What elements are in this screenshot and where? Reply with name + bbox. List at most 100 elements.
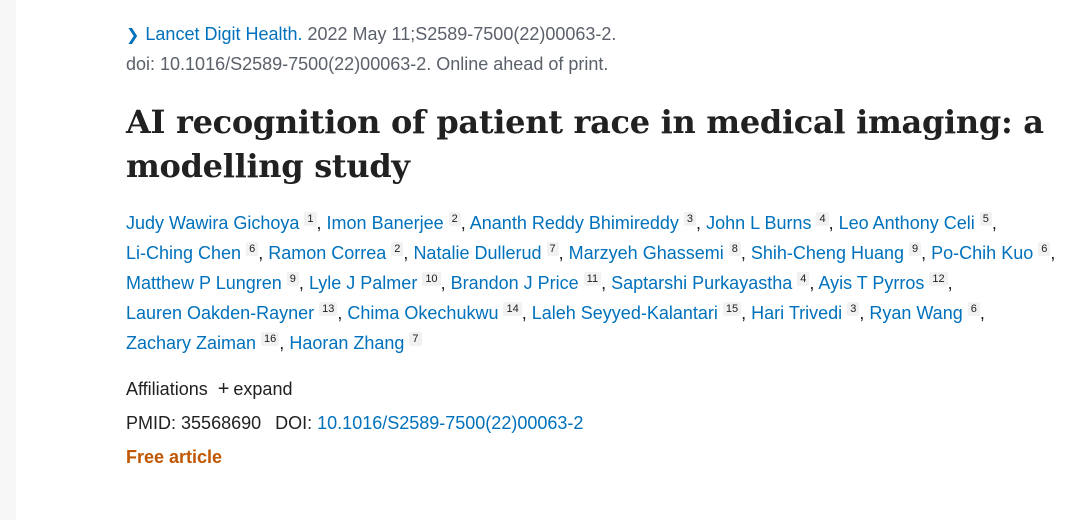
affiliation-number[interactable]: 4 bbox=[816, 212, 829, 226]
affiliation-number[interactable]: 7 bbox=[546, 242, 559, 256]
author-name-link[interactable]: Imon Banerjee bbox=[326, 213, 444, 233]
affiliation-number[interactable]: 16 bbox=[261, 332, 280, 346]
author-separator: , bbox=[696, 213, 702, 233]
affiliation-number[interactable]: 6 bbox=[967, 302, 980, 316]
author-name-link[interactable]: Natalie Dullerud bbox=[413, 243, 542, 263]
affiliation-number[interactable]: 15 bbox=[722, 302, 742, 316]
author-item: Lauren Oakden-Rayner 13, bbox=[126, 302, 342, 323]
article-title: AI recognition of patient race in medica… bbox=[126, 103, 1044, 185]
doi-label: DOI: bbox=[275, 413, 313, 433]
author-name-link[interactable]: Shih-Cheng Huang bbox=[750, 243, 904, 263]
affiliation-number[interactable]: 3 bbox=[683, 212, 697, 226]
affiliation-number[interactable]: 13 bbox=[319, 302, 338, 316]
author-name-link[interactable]: Matthew P Lungren bbox=[126, 273, 282, 293]
author-item: Po-Chih Kuo 6, bbox=[931, 242, 1056, 263]
author-item: Judy Wawira Gichoya 1, bbox=[126, 212, 322, 233]
author-separator: , bbox=[440, 273, 446, 293]
expand-label: expand bbox=[233, 379, 293, 399]
citation-details: 2022 May 11;S2589-7500(22)00063-2. bbox=[302, 24, 617, 44]
affiliation-number[interactable]: 2 bbox=[391, 242, 404, 256]
author-name-link[interactable]: Saptarshi Purkayastha bbox=[611, 273, 793, 293]
author-name-link[interactable]: Ramon Correa bbox=[268, 243, 387, 263]
journal-name: Lancet Digit Health. bbox=[145, 24, 303, 44]
affiliation-number[interactable]: 9 bbox=[286, 272, 299, 286]
affiliation-number[interactable]: 12 bbox=[929, 272, 948, 286]
author-name-link[interactable]: Haoran Zhang bbox=[289, 333, 405, 353]
author-separator: , bbox=[1050, 243, 1056, 263]
doi-line: doi: 10.1016/S2589-7500(22)00063-2. Onli… bbox=[126, 54, 609, 74]
author-separator: , bbox=[403, 243, 409, 263]
author-name-link[interactable]: Lauren Oakden-Rayner bbox=[126, 303, 315, 323]
author-item: Matthew P Lungren 9, bbox=[126, 272, 304, 293]
affiliation-number[interactable]: 6 bbox=[246, 242, 259, 256]
affiliation-number[interactable]: 9 bbox=[909, 242, 922, 256]
author-separator: , bbox=[601, 273, 607, 293]
author-separator: , bbox=[979, 303, 985, 323]
author-separator: , bbox=[298, 273, 304, 293]
doi-link[interactable]: 10.1016/S2589-7500(22)00063-2 bbox=[317, 413, 584, 433]
author-name-link[interactable]: Po-Chih Kuo bbox=[931, 243, 1034, 263]
author-name-link[interactable]: Judy Wawira Gichoya bbox=[126, 213, 300, 233]
author-item: Natalie Dullerud 7, bbox=[413, 242, 564, 263]
author-separator: , bbox=[809, 273, 815, 293]
author-separator: , bbox=[859, 303, 865, 323]
author-separator: , bbox=[279, 333, 285, 353]
author-name-link[interactable]: Hari Trivedi bbox=[751, 303, 843, 323]
author-item: John L Burns 4, bbox=[706, 212, 834, 233]
plus-icon: + bbox=[217, 378, 230, 400]
author-separator: , bbox=[740, 243, 746, 263]
affiliation-number[interactable]: 6 bbox=[1038, 242, 1051, 256]
author-item: Li-Ching Chen 6, bbox=[126, 242, 264, 263]
author-separator: , bbox=[947, 273, 953, 293]
affiliation-number[interactable]: 2 bbox=[448, 212, 461, 226]
affiliation-number[interactable]: 5 bbox=[979, 212, 992, 226]
pmid-label: PMID: bbox=[126, 413, 177, 433]
author-name-link[interactable]: Laleh Seyyed-Kalantari bbox=[531, 303, 718, 323]
affiliation-number[interactable]: 14 bbox=[503, 302, 522, 316]
author-name-link[interactable]: Ryan Wang bbox=[869, 303, 963, 323]
article-meta: Affiliations + expand PMID: 35568690 DOI: 1… bbox=[126, 372, 1056, 474]
author-item: Shih-Cheng Huang 9, bbox=[750, 242, 927, 263]
affiliation-number[interactable]: 7 bbox=[409, 332, 422, 346]
author-item: Imon Banerjee 2, bbox=[326, 212, 466, 233]
author-item: Saptarshi Purkayastha 4, bbox=[611, 272, 815, 293]
author-name-link[interactable]: Marzyeh Ghassemi bbox=[568, 243, 724, 263]
author-name-link[interactable]: Zachary Zaiman bbox=[126, 333, 257, 353]
author-separator: , bbox=[316, 213, 322, 233]
author-item: Lyle J Palmer 10, bbox=[308, 272, 446, 293]
affiliation-number[interactable]: 10 bbox=[422, 272, 441, 286]
author-separator: , bbox=[741, 303, 747, 323]
author-item: Ayis T Pyrros 12, bbox=[818, 272, 953, 293]
affiliation-number[interactable]: 1 bbox=[304, 212, 317, 226]
author-item: Brandon J Price 11, bbox=[450, 272, 607, 293]
affiliation-number[interactable]: 8 bbox=[728, 242, 741, 256]
affiliations-label: Affiliations bbox=[126, 379, 208, 399]
affiliation-number[interactable]: 11 bbox=[583, 272, 602, 286]
chevron-right-icon: ❯ bbox=[126, 27, 140, 44]
author-name-link[interactable]: John L Burns bbox=[706, 213, 812, 233]
author-name-link[interactable]: Lyle J Palmer bbox=[308, 273, 418, 293]
author-separator: , bbox=[921, 243, 927, 263]
author-name-link[interactable]: Leo Anthony Celi bbox=[838, 213, 975, 233]
author-name-link[interactable]: Ayis T Pyrros bbox=[818, 273, 925, 293]
author-item: Marzyeh Ghassemi 8, bbox=[568, 242, 746, 263]
journal-link[interactable]: ❯ Lancet Digit Health. bbox=[126, 24, 303, 44]
author-item: Leo Anthony Celi 5, bbox=[838, 212, 997, 233]
author-name-link[interactable]: Brandon J Price bbox=[450, 273, 579, 293]
author-item: Ramon Correa 2, bbox=[268, 242, 409, 263]
author-name-link[interactable]: Ananth Reddy Bhimireddy bbox=[469, 213, 679, 233]
author-name-link[interactable]: Li-Ching Chen bbox=[126, 243, 242, 263]
author-separator: , bbox=[991, 213, 997, 233]
affiliation-number[interactable]: 3 bbox=[847, 302, 860, 316]
expand-affiliations-button[interactable]: + expand bbox=[217, 378, 293, 400]
author-separator: , bbox=[558, 243, 564, 263]
free-article-badge: Free article bbox=[126, 447, 223, 467]
author-separator: , bbox=[828, 213, 834, 233]
author-item: Hari Trivedi 3, bbox=[751, 302, 865, 323]
pmid-value: 35568690 bbox=[181, 413, 262, 433]
affiliation-number[interactable]: 4 bbox=[797, 272, 810, 286]
author-item: Laleh Seyyed-Kalantari 15, bbox=[531, 302, 747, 323]
author-separator: , bbox=[258, 243, 264, 263]
citation-line: ❯ Lancet Digit Health. 2022 May 11;S2589-… bbox=[126, 20, 1056, 50]
author-name-link[interactable]: Chima Okechukwu bbox=[347, 303, 499, 323]
